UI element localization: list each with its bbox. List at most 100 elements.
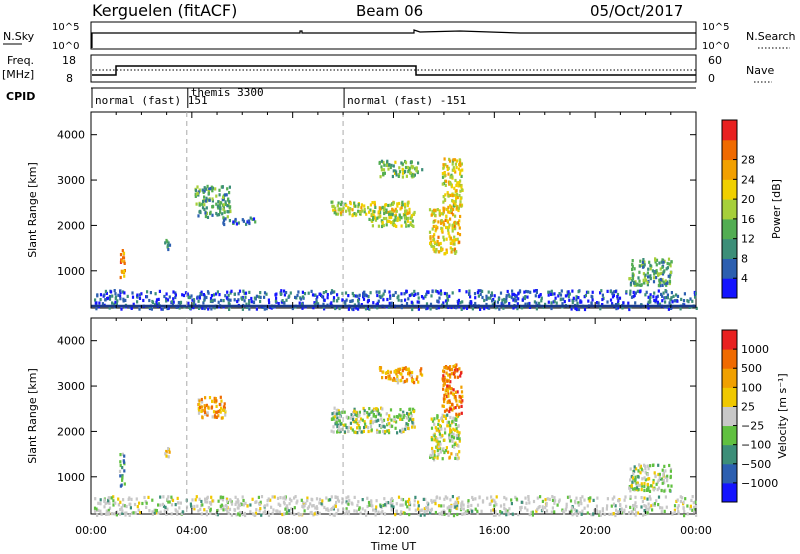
data-cell (412, 212, 415, 216)
data-cell (405, 174, 408, 178)
data-cell (441, 433, 444, 438)
data-cell (99, 502, 102, 506)
data-cell (634, 291, 637, 295)
data-cell (452, 406, 455, 410)
data-cell (248, 299, 251, 304)
data-cell (202, 301, 205, 305)
data-cell (553, 501, 556, 505)
data-cell (595, 508, 598, 512)
data-cell (198, 399, 201, 403)
data-cell (442, 404, 445, 408)
data-cell (219, 395, 222, 399)
data-cell (505, 497, 508, 501)
data-cell (310, 510, 313, 515)
data-cell (394, 291, 397, 295)
data-cell (429, 236, 432, 240)
data-cell (345, 509, 348, 513)
data-cell (661, 468, 664, 472)
data-cell (657, 284, 660, 288)
data-cell (176, 512, 179, 516)
nsky-strip-frame (90, 21, 697, 50)
data-cell (284, 507, 287, 511)
data-cell (211, 205, 214, 209)
data-cell (354, 294, 357, 298)
data-cell (431, 419, 435, 423)
data-cell (571, 289, 574, 293)
data-cell (106, 296, 110, 300)
data-cell (200, 512, 203, 516)
data-cell (382, 292, 385, 296)
data-cell (503, 495, 506, 500)
data-cell (648, 495, 651, 499)
data-cell (423, 513, 426, 517)
data-cell (394, 513, 397, 517)
data-cell (508, 294, 511, 298)
data-cell (433, 240, 436, 244)
data-cell (417, 504, 420, 508)
data-cell (518, 290, 522, 294)
data-cell (382, 160, 385, 165)
data-cell (336, 204, 339, 208)
data-cell (411, 219, 414, 223)
data-cell (448, 409, 451, 414)
data-cell (353, 201, 356, 205)
data-cell (458, 431, 461, 435)
data-cell (430, 417, 433, 421)
data-cell (441, 212, 445, 216)
data-cell (426, 506, 430, 510)
xtick-label: 04:00 (176, 524, 208, 537)
data-cell (244, 291, 248, 295)
data-cell (636, 511, 640, 515)
data-cell (246, 220, 249, 224)
data-cell (442, 301, 445, 305)
data-cell (619, 503, 622, 507)
data-cell (400, 430, 403, 434)
data-cell (669, 467, 673, 471)
data-cell (370, 219, 373, 223)
data-cell (366, 306, 369, 310)
colorbar-tick-label: 8 (741, 252, 748, 265)
data-cell (383, 512, 387, 516)
data-cell (203, 404, 206, 408)
data-cell (177, 301, 180, 305)
data-cell (200, 405, 204, 409)
data-cell (576, 513, 579, 517)
data-cell (236, 299, 239, 304)
data-cell (630, 295, 634, 299)
data-cell (442, 387, 445, 391)
data-cell (118, 512, 122, 516)
data-cell (642, 281, 645, 285)
data-cell (452, 201, 455, 205)
scatter-region (164, 238, 172, 252)
data-cell (407, 426, 410, 430)
data-cell (666, 266, 669, 270)
data-cell (342, 512, 345, 516)
data-cell (657, 486, 661, 490)
nsky-tick-top: 10^5 (52, 22, 79, 33)
data-cell (511, 512, 514, 516)
data-cell (694, 505, 698, 509)
data-cell (601, 509, 604, 513)
data-cell (469, 295, 472, 299)
data-cell (398, 214, 402, 218)
data-cell (664, 279, 667, 283)
data-cell (355, 212, 358, 216)
data-cell (222, 218, 226, 222)
data-cell (458, 367, 461, 371)
data-cell (496, 300, 499, 304)
data-cell (553, 496, 556, 500)
data-cell (631, 274, 634, 278)
data-cell (205, 403, 208, 407)
data-cell (458, 439, 461, 443)
data-cell (446, 226, 449, 230)
data-cell (393, 415, 396, 419)
data-cell (357, 209, 360, 213)
data-cell (454, 193, 457, 198)
data-cell (353, 495, 356, 499)
data-cell (453, 445, 456, 449)
data-cell (349, 202, 352, 206)
data-cell (653, 272, 656, 276)
data-cell (154, 292, 157, 296)
data-cell (410, 160, 413, 164)
data-cell (642, 258, 645, 262)
